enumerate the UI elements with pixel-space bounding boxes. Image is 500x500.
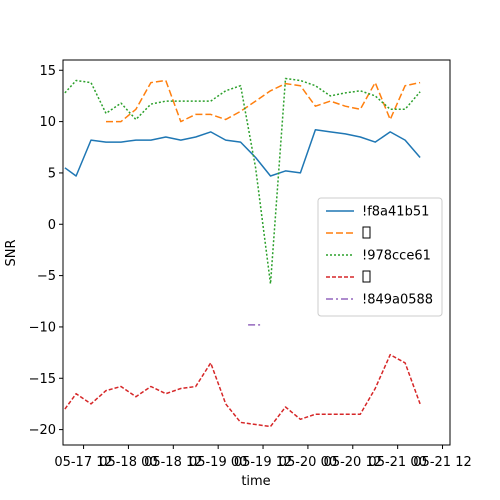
legend-missing-glyph bbox=[362, 226, 371, 239]
x-tick-label: 05-21 12 bbox=[413, 455, 471, 470]
y-tick-label: −15 bbox=[29, 372, 56, 387]
legend: !f8a41b51 !978cce61 !849a0588 bbox=[317, 197, 443, 317]
y-tick-label: 10 bbox=[39, 115, 56, 130]
x-tick-label: 05-17 12 bbox=[54, 455, 112, 470]
legend-label-1: !f8a41b51 bbox=[362, 205, 429, 220]
x-tick-label: 05-19 00 bbox=[189, 455, 247, 470]
legend-label-3: !978cce61 bbox=[362, 249, 431, 264]
series-1-line bbox=[64, 129, 421, 177]
y-tick-label: −20 bbox=[29, 423, 56, 438]
x-axis-label: time bbox=[241, 474, 270, 489]
y-tick-label: 15 bbox=[39, 64, 56, 79]
series-3-line bbox=[64, 77, 421, 285]
x-tick-label: 05-18 00 bbox=[99, 455, 157, 470]
y-tick-label: −10 bbox=[29, 320, 56, 335]
x-tick-label: 05-20 00 bbox=[279, 455, 337, 470]
y-axis: 15 10 5 0 −5 −10 −15 −20 bbox=[29, 64, 63, 438]
series-4-line bbox=[64, 353, 421, 428]
x-tick-label: 05-21 00 bbox=[368, 455, 426, 470]
y-tick-label: 0 bbox=[48, 218, 56, 233]
x-tick-label: 05-19 12 bbox=[234, 455, 292, 470]
legend-label-5: !849a0588 bbox=[362, 293, 433, 308]
legend-missing-glyph bbox=[362, 270, 371, 283]
series-layer bbox=[64, 77, 421, 428]
plot-frame bbox=[62, 59, 451, 446]
legend-box bbox=[317, 197, 443, 317]
x-tick-label: 05-20 12 bbox=[324, 455, 382, 470]
y-axis-label: SNR bbox=[4, 239, 19, 266]
y-tick-label: 5 bbox=[48, 166, 56, 181]
y-tick-label: −5 bbox=[37, 269, 56, 284]
series-2-line bbox=[106, 79, 421, 123]
x-tick-label: 05-18 12 bbox=[144, 455, 202, 470]
